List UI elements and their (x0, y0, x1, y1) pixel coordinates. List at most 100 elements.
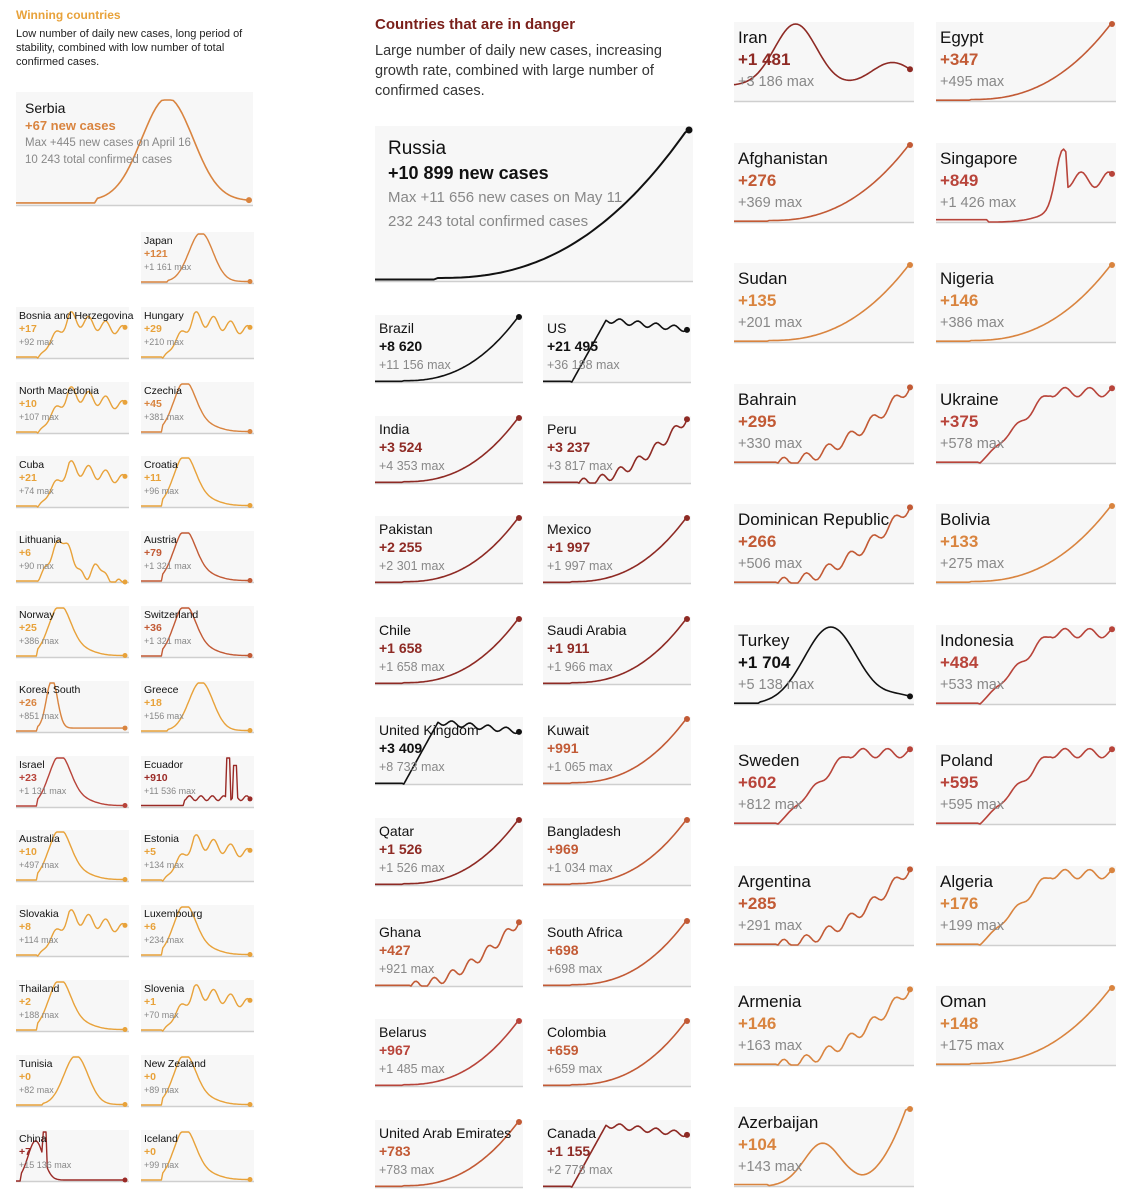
max-cases-label: +386 max (19, 636, 59, 646)
max-cases-label: +812 max (738, 797, 803, 813)
country-name: Dominican Republic (738, 510, 890, 529)
sparkline-series-line (936, 505, 1113, 583)
panel-background (16, 680, 129, 733)
new-cases-value: +910 (144, 771, 168, 784)
max-cases-label: +188 max (19, 1010, 59, 1020)
country-name: Bosnia and Herzegovina (19, 309, 134, 322)
new-cases-value: +67 new cases (25, 118, 116, 133)
winning-panel: Hungary +29 +210 max (141, 306, 254, 360)
sparkline-chart (734, 986, 914, 1067)
new-cases-value: +146 (738, 1014, 777, 1033)
panel-background (936, 383, 1116, 464)
sparkline-chart (936, 985, 1116, 1067)
sparkline-latest-point (516, 729, 522, 736)
winning-panel: Switzerland +36 +1 321 max (141, 606, 254, 659)
sparkline-latest-point (516, 918, 522, 925)
country-name: Slovakia (19, 908, 59, 921)
sparkline-series-line (734, 747, 911, 825)
country-name: Poland (940, 751, 993, 770)
new-cases-value: +176 (940, 893, 979, 913)
sparkline-series-line (16, 1056, 125, 1106)
panel-background (734, 263, 914, 343)
country-name: Saudi Arabia (547, 621, 627, 638)
sparkline-chart (543, 1123, 691, 1189)
max-cases-label: +143 max (738, 1158, 803, 1175)
sparkline-chart (936, 21, 1116, 103)
max-cases-label: +5 138 max (738, 676, 815, 693)
danger-panel: Bahrain +295 +330 max (734, 383, 914, 464)
sparkline-chart (375, 126, 693, 283)
panel-background (936, 986, 1116, 1066)
max-cases-label: +381 max (144, 411, 184, 422)
country-name: Canada (547, 1124, 597, 1141)
max-cases-label: +11 536 max (144, 785, 196, 796)
danger-panel: Sudan +135 +201 max (734, 262, 914, 344)
sparkline-latest-point (1109, 503, 1115, 509)
max-cases-label: +2 301 max (379, 559, 445, 574)
max-cases-label: +107 max (19, 411, 59, 422)
country-name: Mexico (547, 521, 592, 538)
sparkline-series-line (375, 921, 520, 987)
winning-panel: Croatia +11 +96 max (141, 456, 254, 509)
new-cases-value: +991 (547, 740, 579, 757)
danger-panel: Mexico +1 997 +1 997 max (543, 515, 691, 585)
max-cases-label: +698 max (547, 961, 603, 976)
country-name: Cuba (19, 459, 45, 472)
sparkline-latest-point (247, 952, 253, 958)
sparkline-chart (375, 314, 523, 384)
max-cases-label: +1 065 max (547, 760, 613, 775)
max-cases-label: +921 max (379, 961, 435, 976)
new-cases-value: +135 (738, 291, 777, 310)
sparkline-latest-point (122, 802, 128, 808)
panel-background (141, 830, 254, 883)
winning-panel: Thailand +2 +188 max (16, 980, 129, 1033)
new-cases-value: +8 (19, 921, 31, 934)
new-cases-value: +5 (144, 846, 156, 859)
danger-panel: Brazil +8 620 +11 156 max (375, 314, 523, 384)
danger-panel: Qatar +1 526 +1 526 max (375, 817, 523, 887)
sparkline-latest-point (516, 1118, 522, 1125)
max-cases-label: +201 max (738, 315, 803, 331)
max-cases-label: +8 733 max (379, 760, 445, 775)
new-cases-value: +2 (19, 996, 31, 1008)
max-cases-label: +369 max (738, 194, 803, 211)
max-cases-label: +533 max (940, 676, 1005, 693)
panel-background (936, 624, 1116, 705)
new-cases-value: +849 (940, 170, 979, 190)
sparkline-chart (734, 383, 914, 464)
sparkline-latest-point (122, 474, 128, 480)
max-cases-label: +163 max (738, 1038, 803, 1054)
sparkline-latest-point (247, 848, 253, 854)
sparkline-latest-point (516, 817, 522, 823)
sparkline-chart (375, 817, 523, 887)
danger-panel: Peru +3 237 +3 817 max (543, 415, 691, 484)
sparkline-chart (543, 917, 691, 987)
sparkline-series-line (543, 919, 688, 986)
sparkline-series-line (16, 607, 125, 657)
sparkline-chart (141, 532, 254, 584)
country-name: Austria (144, 534, 177, 547)
max-cases-label: Max +11 656 new cases on May 11 (388, 189, 623, 206)
sparkline-series-line (141, 906, 250, 956)
panel-background (375, 415, 523, 484)
sparkline-latest-point (122, 1101, 128, 1107)
new-cases-value: +3 409 (379, 740, 423, 757)
new-cases-value: +133 (940, 532, 979, 551)
panel-background (16, 306, 129, 359)
country-name: China (19, 1132, 47, 1145)
danger-panel: Ghana +427 +921 max (375, 918, 523, 987)
danger-panel: Nigeria +146 +386 max (936, 262, 1116, 344)
sparkline-latest-point (1109, 21, 1115, 27)
country-name: Croatia (144, 459, 178, 472)
new-cases-value: +7 (19, 1145, 31, 1158)
panel-background (543, 616, 691, 685)
sparkline-series-line (141, 382, 250, 433)
new-cases-value: +6 (144, 921, 156, 934)
new-cases-value: +1 997 (547, 539, 591, 556)
winning-panel: Iceland +0 +99 max (141, 1129, 254, 1182)
sparkline-latest-point (684, 326, 690, 333)
new-cases-value: +21 (19, 472, 37, 485)
country-name: Switzerland (144, 609, 199, 621)
max-cases-label: +851 max (19, 710, 59, 721)
max-cases-label: +210 max (144, 336, 184, 347)
